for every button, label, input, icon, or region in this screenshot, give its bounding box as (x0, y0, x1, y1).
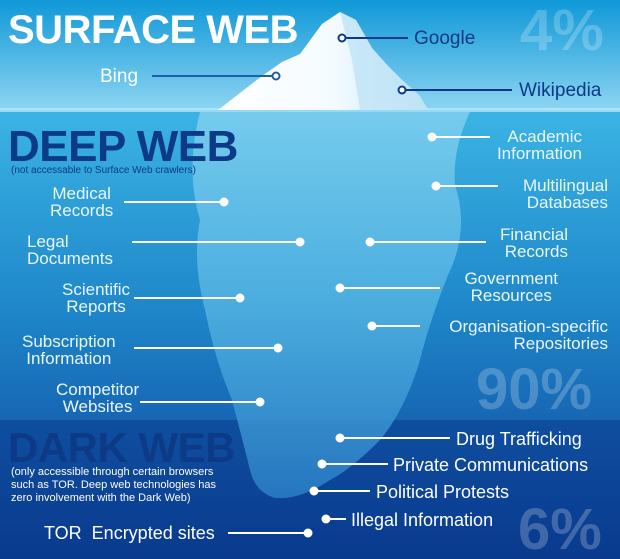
deep-web-subtitle: (not accessable to Surface Web crawlers) (11, 165, 196, 176)
dark-percent: 6% (518, 497, 602, 559)
deep-percent: 90% (476, 357, 593, 422)
label-tor-encrypted-sites: TOR Encrypted sites (44, 523, 215, 543)
label-bing: Bing (100, 66, 139, 87)
dark-web-subtitle-line1: (only accessible through certain browser… (11, 466, 214, 478)
surface-percent: 4% (520, 0, 604, 63)
dark-web-subtitle-line2: such as TOR. Deep web technologies has (11, 479, 217, 491)
label-drug-trafficking: Drug Trafficking (456, 429, 582, 449)
label-illegal-information: Illegal Information (351, 510, 494, 530)
label-legal-documents: Legal Documents (27, 232, 113, 268)
label-political-protests: Political Protests (376, 482, 510, 502)
label-wikipedia: Wikipedia (519, 80, 602, 101)
label-competitor-websites: Competitor Websites (56, 380, 140, 416)
label-subscription-information: Subscription Information (22, 332, 116, 368)
label-government-resources: Government Resources (464, 269, 558, 305)
surface-web-title: SURFACE WEB (8, 8, 299, 52)
label-organisation-repositories: Organisation-specific Repositories (449, 317, 608, 353)
dark-web-subtitle-line3: zero involvement with the Dark Web) (11, 492, 191, 504)
label-multilingual-databases: Multilingual Databases (522, 176, 608, 212)
label-google: Google (414, 28, 476, 49)
label-academic-information: Academic Information (496, 127, 582, 163)
dark-web-title: DARK WEB (8, 424, 235, 471)
label-financial-records: Financial Records (499, 225, 568, 261)
label-private-communications: Private Communications (393, 455, 589, 475)
label-scientific-reports: Scientific Reports (62, 280, 131, 316)
iceberg-tip-shade (340, 12, 428, 110)
deep-web-title: DEEP WEB (8, 122, 238, 171)
label-medical-records: Medical Records (50, 184, 114, 220)
